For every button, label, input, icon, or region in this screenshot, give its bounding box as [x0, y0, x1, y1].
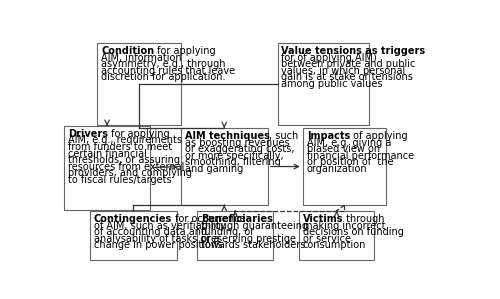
Text: AIM, information: AIM, information: [101, 53, 182, 62]
Text: making incorrect: making incorrect: [303, 221, 385, 231]
Bar: [299, 211, 374, 260]
Text: of applying: of applying: [350, 131, 408, 141]
Text: Victims: Victims: [303, 214, 343, 224]
Bar: [198, 211, 273, 260]
Text: among public values: among public values: [282, 79, 383, 89]
Text: through guaranteeing: through guaranteeing: [201, 221, 308, 231]
Text: resources from external: resources from external: [68, 162, 184, 172]
Bar: [98, 43, 180, 124]
Text: , such: , such: [270, 131, 298, 141]
Text: Drivers: Drivers: [68, 129, 108, 139]
Text: Contingencies: Contingencies: [94, 214, 172, 224]
Text: for of applying AIM): for of applying AIM): [282, 53, 377, 62]
Text: between private and public: between private and public: [282, 59, 416, 69]
Bar: [303, 128, 386, 205]
Bar: [64, 126, 150, 210]
Text: AIM, e.g., requirements: AIM, e.g., requirements: [68, 135, 182, 146]
Text: through: through: [343, 214, 385, 224]
Bar: [278, 43, 368, 124]
Text: AIM techniques: AIM techniques: [184, 131, 270, 141]
Text: of accounting data and: of accounting data and: [94, 227, 206, 237]
Text: of AIM, such as verifiability: of AIM, such as verifiability: [94, 221, 225, 231]
Text: thresholds, or assuring: thresholds, or assuring: [68, 155, 180, 165]
Text: analysability of tasks or a: analysability of tasks or a: [94, 234, 219, 244]
Text: for occurrence: for occurrence: [172, 214, 246, 224]
Text: consumption: consumption: [303, 240, 366, 250]
Text: or service: or service: [303, 234, 351, 244]
Text: decisions on funding: decisions on funding: [303, 227, 404, 237]
Text: Condition: Condition: [101, 46, 154, 56]
Text: asymmetry, e.g., through: asymmetry, e.g., through: [101, 59, 226, 69]
Text: Beneficiaries: Beneficiaries: [201, 214, 273, 224]
Text: financial performance: financial performance: [306, 151, 414, 161]
Text: certain financial: certain financial: [68, 149, 147, 159]
Bar: [180, 128, 268, 205]
Text: change in power positions: change in power positions: [94, 240, 222, 250]
Text: towards stakeholders: towards stakeholders: [201, 240, 306, 250]
Text: for applying: for applying: [154, 46, 216, 56]
Text: from funders to meet: from funders to meet: [68, 142, 172, 152]
Text: as boosting revenues: as boosting revenues: [184, 138, 289, 148]
Text: funding, or: funding, or: [201, 227, 254, 237]
Text: discretion for application.: discretion for application.: [101, 72, 226, 82]
Text: values, in which personal: values, in which personal: [282, 66, 406, 76]
Text: AIM, e.g. giving a: AIM, e.g. giving a: [306, 138, 391, 148]
Text: gain is at stake or tensions: gain is at stake or tensions: [282, 72, 414, 82]
Text: Value tensions as triggers: Value tensions as triggers: [282, 46, 426, 56]
Text: or position of  the: or position of the: [306, 158, 393, 167]
Text: for applying: for applying: [108, 129, 170, 139]
Text: preserving prestige: preserving prestige: [201, 234, 296, 244]
Text: or more specifically,: or more specifically,: [184, 151, 283, 161]
Text: Impacts: Impacts: [306, 131, 350, 141]
Text: and gaming: and gaming: [184, 164, 243, 174]
Text: to fiscal rules/targets: to fiscal rules/targets: [68, 175, 172, 185]
Text: smoothing, filtering: smoothing, filtering: [184, 158, 280, 167]
Bar: [90, 211, 177, 260]
Text: biased view on: biased view on: [306, 144, 380, 154]
Text: or exaggerating costs,: or exaggerating costs,: [184, 144, 294, 154]
Text: accounting rules that leave: accounting rules that leave: [101, 66, 235, 76]
Text: providers, and complying: providers, and complying: [68, 168, 192, 178]
Text: organization: organization: [306, 164, 367, 174]
